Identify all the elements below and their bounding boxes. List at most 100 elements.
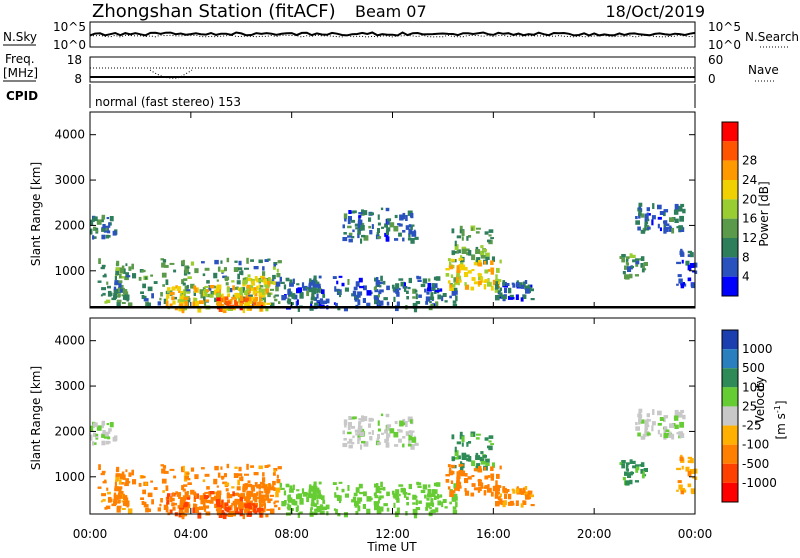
velocity-cell [404, 488, 406, 494]
power-cell [359, 285, 364, 289]
velocity-cell [216, 507, 222, 512]
velocity-cell [679, 421, 684, 428]
power-cell [313, 275, 317, 282]
power-cell [497, 279, 502, 282]
velocity-colorbar-tick: -500 [742, 457, 769, 471]
power-cell [319, 298, 324, 305]
power-colorbar-tick: 16 [742, 212, 757, 226]
power-cell [297, 287, 303, 293]
power-cell [234, 299, 237, 305]
y-tick-label: 4000 [54, 334, 85, 348]
velocity-cell [262, 472, 265, 477]
velocity-cell [461, 436, 465, 443]
power-cell [694, 270, 698, 274]
velocity-cell [97, 486, 102, 489]
velocity-cell [226, 493, 230, 499]
velocity-cell [413, 512, 418, 519]
velocity-cell [103, 435, 107, 439]
velocity-cell [477, 468, 483, 473]
power-cell [406, 296, 409, 300]
velocity-cell [643, 468, 648, 472]
power-cell [280, 281, 285, 284]
velocity-cell [374, 495, 379, 499]
power-cell [385, 230, 389, 235]
x-tick-label: 00:00 [73, 527, 108, 541]
power-cell [194, 268, 199, 274]
velocity-cell [101, 493, 106, 497]
freq-unit: [MHz] [3, 66, 38, 80]
velocity-cell [244, 485, 248, 491]
power-cell [112, 230, 117, 236]
power-cell [200, 294, 205, 299]
power-cell [484, 279, 489, 283]
power-cell [399, 214, 404, 221]
power-cell [373, 286, 377, 291]
velocity-cell [195, 507, 199, 513]
velocity-cell [214, 465, 219, 471]
power-cell [377, 299, 380, 305]
power-cell [622, 271, 626, 275]
station-title: Zhongshan Station (fitACF) [92, 1, 336, 22]
velocity-cell [348, 444, 353, 449]
velocity-cell [226, 463, 230, 469]
power-cell [100, 266, 105, 270]
power-cell [455, 295, 458, 302]
velocity-cell [454, 496, 458, 501]
velocity-cell [342, 443, 348, 448]
velocity-cell [504, 494, 508, 500]
power-cell [354, 223, 360, 227]
power-cell [116, 299, 122, 303]
velocity-cell [391, 490, 395, 495]
velocity-cell [496, 473, 500, 479]
velocity-cell [206, 486, 210, 490]
velocity-cell [337, 513, 341, 517]
power-cell [386, 218, 392, 222]
velocity-cell [406, 502, 409, 506]
power-patch-12 [676, 248, 698, 289]
velocity-cell [629, 479, 633, 485]
velocity-cell [415, 499, 418, 506]
power-cell [258, 291, 263, 297]
power-cell [382, 280, 386, 285]
power-cell [214, 297, 219, 303]
velocity-cell [198, 506, 204, 510]
velocity-cell [398, 493, 401, 497]
power-cell [248, 284, 254, 290]
velocity-cell [368, 423, 372, 428]
power-cell [637, 226, 641, 231]
power-cell [354, 297, 358, 302]
velocity-cell [671, 433, 675, 440]
power-cell [380, 207, 384, 211]
power-cell [101, 287, 106, 291]
velocity-cell [300, 498, 304, 501]
velocity-cell [280, 487, 285, 490]
power-cell [215, 293, 220, 299]
power-cell [377, 282, 380, 287]
velocity-cell [127, 508, 133, 514]
velocity-cell [668, 435, 672, 438]
velocity-cell [221, 499, 224, 506]
velocity-patch-10 [635, 408, 686, 440]
power-cell [435, 301, 439, 307]
velocity-cell [632, 460, 636, 464]
velocity-cell [122, 501, 128, 506]
power-cell [239, 307, 243, 311]
velocity-cell [262, 477, 266, 483]
power-cell [461, 230, 465, 237]
power-cell [256, 278, 260, 283]
velocity-cell [356, 501, 361, 504]
power-cell [229, 299, 233, 302]
power-cell [674, 203, 679, 210]
velocity-cell [190, 489, 195, 495]
velocity-cell [120, 490, 124, 495]
velocity-cell [482, 454, 487, 458]
velocity-cell [213, 478, 218, 485]
power-cell [503, 284, 508, 288]
power-cell [378, 290, 382, 295]
power-cell [115, 267, 120, 271]
velocity-cell [442, 499, 447, 503]
velocity-cell [115, 473, 120, 477]
power-cell [524, 285, 530, 290]
power-patch-7 [451, 225, 495, 266]
velocity-cell [335, 508, 338, 515]
